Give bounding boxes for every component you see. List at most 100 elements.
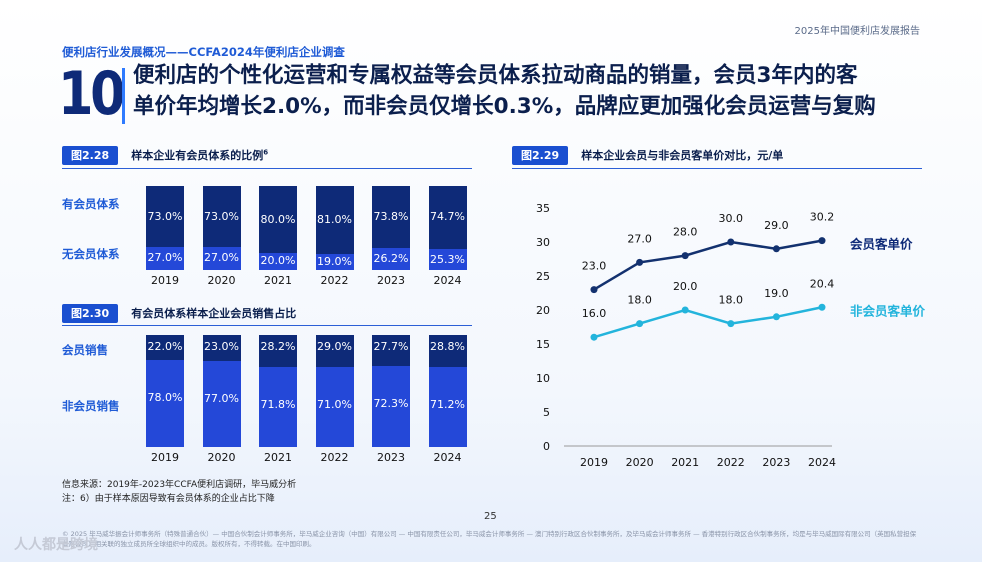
bar-segment-member: 81.0% xyxy=(315,186,354,255)
nonmember-price-data-label: 20.4 xyxy=(810,277,835,290)
x-tick-label: 2022 xyxy=(320,451,349,464)
member-price-legend: 会员客单价 xyxy=(850,237,913,252)
fig230-tag: 图2.30 xyxy=(62,304,119,323)
legal-text: © 2025 毕马威华振会计师事务所（特殊普通合伙）— 中国合伙制会计师事务所，… xyxy=(62,530,917,548)
x-tick-label: 2020 xyxy=(626,456,654,469)
bar-segment-member: 73.0% xyxy=(202,186,241,248)
x-tick-label: 2019 xyxy=(151,451,179,464)
nonmember-price-data-label: 20.0 xyxy=(673,280,698,293)
nonmember-price-data-label: 19.0 xyxy=(764,287,789,300)
fig230-row-label-member: 会员销售 xyxy=(62,343,108,357)
x-tick-label: 2021 xyxy=(671,456,699,469)
bar-2023: 27.7% 72.3% xyxy=(372,335,410,447)
headline: 便利店的个性化运营和专属权益等会员体系拉动商品的销量，会员3年内的客 单价年均增… xyxy=(133,60,933,122)
x-tick-label: 2020 xyxy=(207,451,236,464)
member-price-data-label: 29.0 xyxy=(764,219,789,232)
bar-segment-member-sales: 28.2% xyxy=(259,335,297,367)
nonmember-price-point xyxy=(818,303,826,311)
bar-segment-member-sales: 23.0% xyxy=(202,335,241,361)
bar-2024: 74.7% 25.3% xyxy=(428,186,467,270)
member-price-point xyxy=(727,238,735,246)
y-tick-label: 35 xyxy=(536,202,550,215)
bar-segment-nonmember-sales: 71.8% xyxy=(259,366,297,447)
bar-segment-member-sales: 29.0% xyxy=(315,335,354,368)
member-price-data-label: 28.0 xyxy=(673,226,698,239)
bar-segment-nonmember-sales: 77.0% xyxy=(202,360,241,447)
x-tick-label: 2021 xyxy=(264,451,292,464)
fig228-tag: 图2.28 xyxy=(62,146,119,165)
bar-segment-member: 73.0% xyxy=(146,186,184,248)
member-price-point xyxy=(636,258,644,266)
fig228-header: 图2.28 样本企业有会员体系的比例6 xyxy=(62,144,269,165)
headline-line-2: 单价年均增长2.0%，而非会员仅增长0.3%，品牌应更加强化会员运营与复购 xyxy=(133,94,876,119)
x-tick-label: 2022 xyxy=(717,456,745,469)
nonmember-price-point xyxy=(590,333,598,341)
y-tick-label: 20 xyxy=(536,304,550,317)
x-tick-label: 2019 xyxy=(580,456,608,469)
source-text: 信息来源：2019年-2023年CCFA便利店调研，毕马威分析 xyxy=(62,480,297,490)
bar-2020: 23.0% 77.0% xyxy=(202,335,241,447)
bar-segment-nonmember: 27.0% xyxy=(202,247,241,270)
member-price-data-label: 30.0 xyxy=(719,212,744,225)
fig230-header: 图2.30 有会员体系样本企业会员销售占比 xyxy=(62,302,296,323)
member-price-data-label: 30.2 xyxy=(810,211,835,224)
fig228-row-label-nonmember: 无会员体系 xyxy=(62,247,120,261)
fig228-title-text: 样本企业有会员体系的比例 xyxy=(131,149,264,162)
x-tick-label: 2024 xyxy=(433,451,462,464)
x-tick-label: 2021 xyxy=(264,274,292,287)
x-tick-label: 2020 xyxy=(207,274,236,287)
fig228-title: 样本企业有会员体系的比例6 xyxy=(131,148,269,162)
bar-segment-member-sales: 27.7% xyxy=(372,335,410,367)
x-tick-label: 2023 xyxy=(377,451,405,464)
bar-segment-nonmember: 26.2% xyxy=(372,247,410,270)
bar-segment-member: 73.8% xyxy=(372,186,410,248)
bar-segment-nonmember-sales: 71.2% xyxy=(428,367,467,447)
fig230-chart: 22.0% 78.0% 2019 23.0% 77.0% 2020 28.2% 71.8% 20… xyxy=(146,335,476,470)
bar-2021: 80.0% 20.0% xyxy=(259,186,297,270)
fig230-row-label-nonmember: 非会员销售 xyxy=(62,399,120,413)
watermark: 人人都是跨境 xyxy=(14,537,98,553)
x-tick-label: 2019 xyxy=(151,274,179,287)
bar-2021: 28.2% 71.8% xyxy=(259,335,297,447)
bar-segment-nonmember: 27.0% xyxy=(146,247,184,270)
fig228-title-sup: 6 xyxy=(263,148,269,157)
x-tick-label: 2022 xyxy=(320,274,349,287)
bar-segment-nonmember: 19.0% xyxy=(315,254,354,270)
bar-segment-member: 80.0% xyxy=(259,186,297,254)
fig230-rule xyxy=(62,325,472,326)
nonmember-price-legend: 非会员客单价 xyxy=(850,303,926,318)
bar-2024: 28.8% 71.2% xyxy=(428,335,467,447)
bar-2020: 73.0% 27.0% xyxy=(202,186,241,270)
x-tick-label: 2023 xyxy=(377,274,405,287)
x-tick-label: 2023 xyxy=(762,456,790,469)
fig228-chart: 73.0% 27.0% 2019 73.0% 27.0% 2020 80.0% 20.0% 20… xyxy=(146,186,476,292)
x-tick-label: 2024 xyxy=(808,456,836,469)
fig228-rule xyxy=(62,168,472,169)
y-tick-label: 0 xyxy=(543,440,550,453)
fig229-title: 样本企业会员与非会员客单价对比，元/单 xyxy=(581,149,784,162)
x-tick-label: 2024 xyxy=(433,274,462,287)
member-price-data-label: 23.0 xyxy=(582,260,607,273)
nonmember-price-point xyxy=(681,306,689,314)
member-price-point xyxy=(818,237,826,245)
bar-segment-member-sales: 28.8% xyxy=(428,335,467,368)
y-tick-label: 25 xyxy=(536,270,550,283)
nonmember-price-point xyxy=(727,320,735,328)
fig228-row-label-member: 有会员体系 xyxy=(62,197,120,211)
bar-segment-nonmember-sales: 71.0% xyxy=(315,367,354,447)
report-name: 2025年中国便利店发展报告 xyxy=(794,26,920,37)
number-accent-bar xyxy=(122,68,125,124)
member-price-line xyxy=(593,239,823,291)
bar-segment-nonmember-sales: 72.3% xyxy=(372,366,410,447)
fig229-header: 图2.29 样本企业会员与非会员客单价对比，元/单 xyxy=(512,144,784,165)
nonmember-price-line xyxy=(593,306,823,339)
nonmember-price-point xyxy=(636,320,644,328)
nonmember-price-data-label: 16.0 xyxy=(582,307,607,320)
note-text: 注：6）由于样本原因导致有会员体系的企业占比下降 xyxy=(62,494,275,504)
y-tick-label: 10 xyxy=(536,372,550,385)
member-price-point xyxy=(681,252,689,260)
headline-line-1: 便利店的个性化运营和专属权益等会员体系拉动商品的销量，会员3年内的客 xyxy=(133,63,858,88)
y-tick-label: 30 xyxy=(536,236,550,249)
nonmember-price-data-label: 18.0 xyxy=(719,294,744,307)
fig229-chart: 0 5 10 15 20 25 30 35 2019 2020 2021 2022 2023 2024 23… xyxy=(536,202,926,469)
